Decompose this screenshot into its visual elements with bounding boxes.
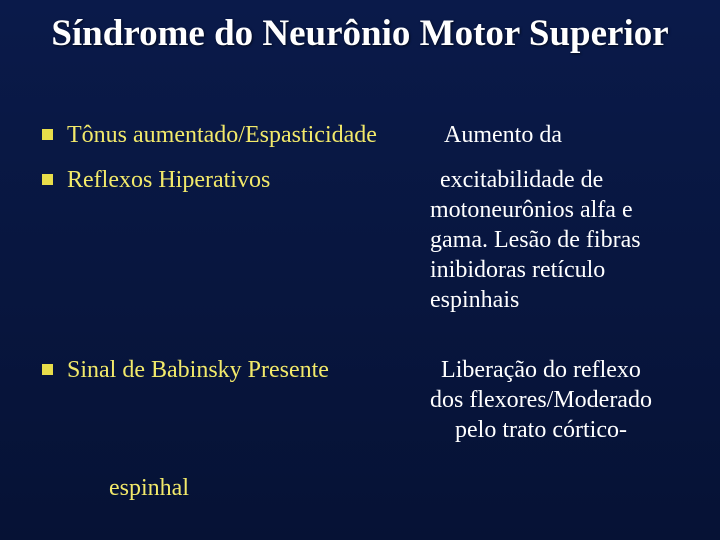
row-1-right-text: Aumento da bbox=[422, 120, 660, 150]
content-area: Tônus aumentado/Espasticidade Aumento da… bbox=[42, 120, 690, 502]
slide-title: Síndrome do Neurônio Motor Superior bbox=[0, 0, 720, 56]
row-3-left-text: Sinal de Babinsky Presente bbox=[67, 355, 329, 385]
square-bullet-icon bbox=[42, 364, 53, 375]
square-bullet-icon bbox=[42, 129, 53, 140]
square-bullet-icon bbox=[42, 174, 53, 185]
row-2: Reflexos Hiperativos excitabilidade de m… bbox=[42, 165, 690, 315]
trailing-left-text: espinhal bbox=[109, 475, 690, 502]
row-3-left: Sinal de Babinsky Presente bbox=[42, 355, 422, 385]
row-2-left-text: Reflexos Hiperativos bbox=[67, 165, 270, 195]
row-1: Tônus aumentado/Espasticidade Aumento da bbox=[42, 120, 690, 150]
row-3-right-text: Liberação do reflexo dos flexores/Modera… bbox=[422, 355, 660, 445]
row-1-left-text: Tônus aumentado/Espasticidade bbox=[67, 120, 377, 150]
slide: Síndrome do Neurônio Motor Superior Tônu… bbox=[0, 0, 720, 540]
row-2-left: Reflexos Hiperativos bbox=[42, 165, 422, 195]
row-2-right-text: excitabilidade de motoneurônios alfa e g… bbox=[422, 165, 660, 315]
row-1-left: Tônus aumentado/Espasticidade bbox=[42, 120, 422, 150]
row-3: Sinal de Babinsky Presente Liberação do … bbox=[42, 355, 690, 445]
